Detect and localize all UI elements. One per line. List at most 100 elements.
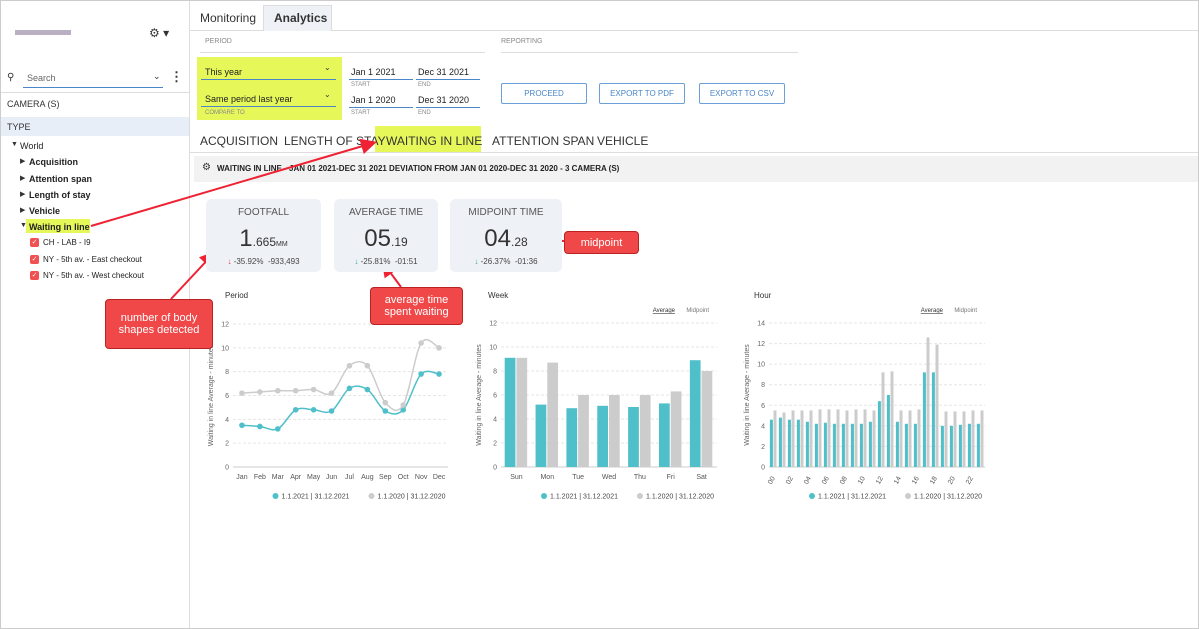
legend-label[interactable]: 1.1.2020 | 31.12.2020 <box>914 494 982 501</box>
annotation: number of body shapes detected <box>105 299 213 349</box>
tree-item[interactable]: Acquisition <box>29 157 78 167</box>
bar <box>566 408 578 467</box>
tree-item[interactable]: Length of stay <box>29 190 91 200</box>
kpi-title: AVERAGE TIME <box>348 207 424 218</box>
data-point <box>239 390 245 396</box>
y-axis-title: Waiting in line Average - minutes <box>744 344 751 446</box>
toggle[interactable]: Midpoint <box>954 308 977 314</box>
toggle[interactable]: Average <box>653 308 676 314</box>
bar <box>670 391 682 467</box>
compare-select[interactable]: Same period last year <box>205 94 293 104</box>
x-tick-label: 00 <box>767 475 777 485</box>
date-input[interactable]: Dec 31 2020 <box>418 95 470 105</box>
y-tick-label: 2 <box>225 441 229 448</box>
bar <box>908 410 912 467</box>
search-input[interactable]: Search <box>27 73 56 83</box>
bar <box>689 360 701 467</box>
tree-item[interactable]: Vehicle <box>29 206 61 216</box>
kpi-change: ↓ -35.92% -933,493 <box>206 257 321 266</box>
bar <box>516 357 528 467</box>
date-label: END <box>418 110 431 116</box>
export-csv-button[interactable]: EXPORT TO CSV <box>699 83 785 104</box>
data-point <box>346 385 353 392</box>
tree-caret[interactable]: ▼ <box>11 141 18 148</box>
legend-label[interactable]: 1.1.2021 | 31.12.2021 <box>550 494 618 501</box>
camera-item[interactable]: NY - 5th av. - East checkout <box>43 254 142 264</box>
sub-tab-active[interactable]: WAITING IN LINE <box>386 134 483 148</box>
camera-item[interactable]: NY - 5th av. - West checkout <box>43 271 144 280</box>
tree-item[interactable]: World <box>20 141 44 151</box>
annotation: midpoint <box>564 231 639 254</box>
x-tick-label: 04 <box>803 475 813 485</box>
checkbox[interactable]: ✓ <box>30 238 39 247</box>
gear-icon: ⚙ <box>202 162 211 173</box>
y-tick-label: 10 <box>221 345 229 352</box>
y-tick-label: 12 <box>757 341 765 348</box>
compare-label: COMPARE TO <box>205 110 245 116</box>
kpi-value: 05.19 <box>334 225 438 253</box>
tree-item[interactable]: Waiting in line <box>29 222 90 232</box>
sub-tab[interactable]: ATTENTION SPAN <box>492 134 595 148</box>
bar <box>597 405 608 467</box>
tab-active[interactable]: Analytics <box>274 11 328 25</box>
legend-swatch[interactable] <box>272 493 279 499</box>
highlight <box>375 126 481 152</box>
date-input[interactable]: Jan 1 2021 <box>351 67 396 77</box>
range-select[interactable]: This year <box>205 67 243 77</box>
proceed-button[interactable]: PROCEED <box>501 83 587 104</box>
export-pdf-button[interactable]: EXPORT TO PDF <box>599 83 685 104</box>
data-point <box>328 408 335 414</box>
tree-caret[interactable]: ▶ <box>20 191 26 198</box>
sub-tab[interactable]: ACQUISITION <box>200 134 279 148</box>
kpi-title: FOOTFALL <box>237 207 290 218</box>
tree-caret[interactable]: ▼ <box>20 222 27 229</box>
y-tick-label: 4 <box>761 423 765 430</box>
kpi-change: ↓ -25.81% -01:51 <box>334 257 438 266</box>
kpi-main: 04 <box>484 225 511 252</box>
sub-tab[interactable]: VEHICLE <box>597 134 649 148</box>
legend-swatch[interactable] <box>809 493 815 499</box>
tree-caret[interactable]: ▶ <box>20 158 26 165</box>
logo <box>15 30 71 35</box>
bar <box>773 410 777 467</box>
legend-swatch[interactable] <box>368 493 375 499</box>
menu-dots[interactable]: ⋮ <box>170 69 183 84</box>
chart-title: Hour <box>754 291 772 300</box>
tree-item[interactable]: Attention span <box>29 174 92 184</box>
date-input[interactable]: Dec 31 2021 <box>418 67 470 77</box>
kpi-fraction: .665 <box>252 235 277 249</box>
legend-label[interactable]: 1.1.2020 | 31.12.2020 <box>378 494 446 501</box>
settings-icon[interactable]: ⚙ ▾ <box>149 26 170 40</box>
tab[interactable]: Monitoring <box>200 11 257 25</box>
bar <box>809 410 813 467</box>
y-tick-label: 0 <box>761 465 765 472</box>
toggle[interactable]: Average <box>921 308 944 314</box>
legend-label[interactable]: 1.1.2020 | 31.12.2020 <box>646 494 714 501</box>
legend-label[interactable]: 1.1.2021 | 31.12.2021 <box>818 494 886 501</box>
bar <box>917 409 921 467</box>
legend-swatch[interactable] <box>541 493 547 499</box>
bar <box>854 409 858 467</box>
bar <box>769 419 773 467</box>
header-band <box>194 156 1198 182</box>
x-tick-label: 02 <box>785 475 795 485</box>
camera-item[interactable]: CH - LAB - I9 <box>43 238 91 247</box>
checkbox[interactable]: ✓ <box>30 271 39 280</box>
legend-swatch[interactable] <box>637 493 643 499</box>
kpi-card: MIDPOINT TIME 04.28 ↓ -26.37% -01:36 <box>450 199 562 272</box>
annotation: average time spent waiting <box>370 287 463 325</box>
tree-caret[interactable]: ▶ <box>20 175 26 182</box>
tree-caret[interactable]: ▶ <box>20 207 26 214</box>
legend-label[interactable]: 1.1.2021 | 31.12.2021 <box>282 494 350 501</box>
date-input[interactable]: Jan 1 2020 <box>351 95 396 105</box>
toggle[interactable]: Midpoint <box>686 308 709 314</box>
x-tick-label: Apr <box>290 474 302 481</box>
bar <box>845 410 849 467</box>
x-tick-label: Jan <box>236 474 247 481</box>
x-tick-label: Oct <box>398 474 409 481</box>
kpi-title: MIDPOINT TIME <box>468 207 544 218</box>
legend-swatch[interactable] <box>905 493 911 499</box>
search-dropdown[interactable]: ⌄ <box>153 71 161 81</box>
checkbox[interactable]: ✓ <box>30 254 39 264</box>
